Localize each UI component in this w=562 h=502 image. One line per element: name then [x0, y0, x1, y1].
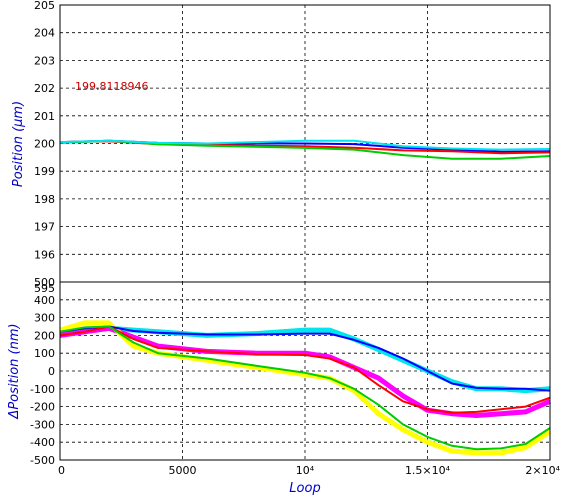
- bottom-y-tick-label: 0: [48, 365, 55, 378]
- bottom-y-tick-label: 500: [34, 276, 55, 289]
- top-y-tick-label: 201: [34, 110, 55, 123]
- bottom-y-tick-label: -500: [30, 454, 55, 467]
- top-y-tick-label: 197: [34, 221, 55, 234]
- x-axis-label: Loop: [289, 481, 320, 496]
- bottom-y-tick-label: -200: [30, 401, 55, 414]
- bottom-y-tick-label: -100: [30, 383, 55, 396]
- bottom-y-tick-label: -300: [30, 418, 55, 431]
- top-y-tick-label: 204: [34, 27, 55, 40]
- x-tick-label: 1.5×10⁴: [405, 464, 451, 477]
- x-tick-label: 5000: [169, 464, 197, 477]
- x-tick-label: 0: [58, 464, 65, 477]
- top-y-tick-label: 202: [34, 82, 55, 95]
- top-y-tick-label: 205: [34, 0, 55, 12]
- bottom-series-line-2: [59, 325, 551, 414]
- bottom-panel-y-label: ΔPosition (nm): [7, 323, 22, 419]
- bottom-panel-frame: [59, 281, 551, 461]
- top-panel-grid: [60, 5, 550, 282]
- top-series-line-4: [59, 139, 551, 151]
- bottom-y-tick-label: -400: [30, 436, 55, 449]
- top-panel-annotation: 199.8118946: [75, 80, 148, 93]
- top-y-tick-label: 198: [34, 193, 55, 206]
- bottom-panel-series: [59, 320, 552, 456]
- top-y-tick-label: 200: [34, 138, 55, 151]
- bottom-series-line-3: [59, 325, 551, 451]
- bottom-y-tick-label: 200: [34, 329, 55, 342]
- bottom-y-tick-label: 595: [34, 282, 55, 295]
- top-panel-y-ticks: 196 197 198 199 200 201 202 203 204 205: [34, 0, 55, 261]
- bottom-y-tick-label: 300: [34, 312, 55, 325]
- bottom-y-tick-label: 400: [34, 294, 55, 307]
- x-tick-label: 10⁴: [296, 464, 315, 477]
- bottom-y-tick-label: 100: [34, 347, 55, 360]
- top-panel-y-label: Position (μm): [11, 101, 26, 187]
- x-axis-ticks: 0 5000 10⁴ 1.5×10⁴ 2×10⁴: [58, 464, 561, 477]
- top-y-tick-label: 199: [34, 165, 55, 178]
- x-tick-label: 2×10⁴: [525, 464, 560, 477]
- top-panel-series: [59, 139, 551, 160]
- bottom-series-line-1: [59, 325, 551, 392]
- top-y-tick-label: 203: [34, 54, 55, 67]
- top-y-tick-label: 196: [34, 248, 55, 261]
